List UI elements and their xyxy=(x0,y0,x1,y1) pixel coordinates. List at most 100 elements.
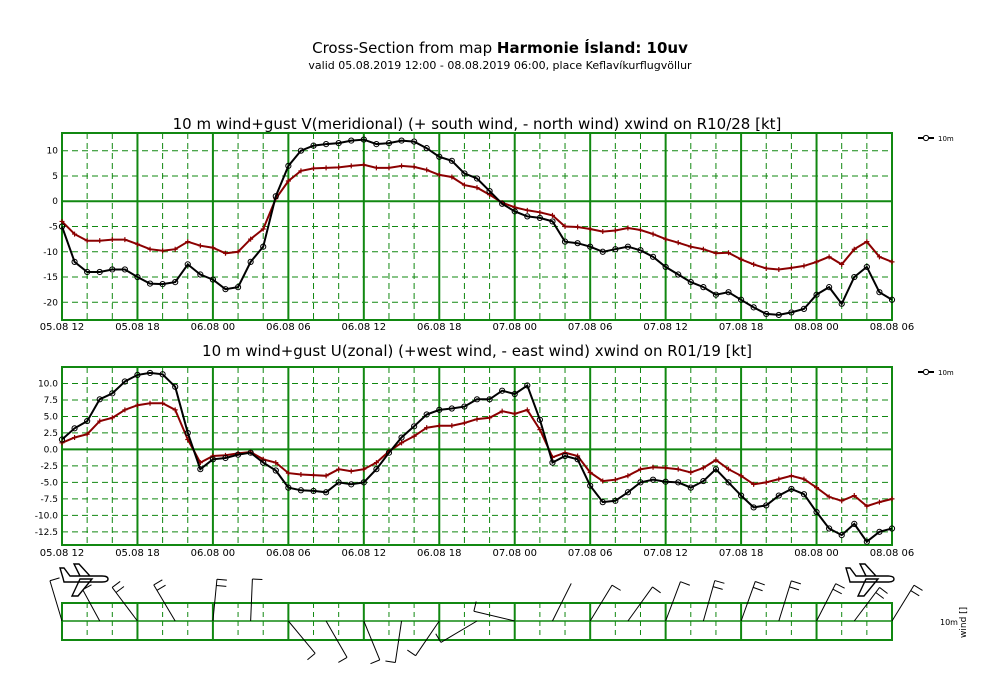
wind-point xyxy=(473,175,481,182)
gust-point xyxy=(587,469,593,475)
wind-point xyxy=(511,208,518,215)
wind-barb-feather xyxy=(879,587,888,594)
y-tick-label: 10.0 xyxy=(38,379,58,389)
wind-point xyxy=(121,378,128,385)
wind-barb-feather xyxy=(153,579,163,586)
gust-point xyxy=(814,259,820,265)
wind-barb-feather xyxy=(789,586,800,591)
wind-barb-feather xyxy=(115,586,125,593)
wind-point xyxy=(725,479,732,486)
wind-point xyxy=(700,477,707,485)
gust-point xyxy=(537,427,543,433)
gust-point xyxy=(311,165,317,171)
wind-point xyxy=(71,425,78,432)
wind-line xyxy=(61,371,893,544)
gust-point xyxy=(361,162,367,168)
wind-point xyxy=(436,153,443,160)
gust-point xyxy=(474,185,480,191)
wind-point xyxy=(159,281,166,288)
wind-point xyxy=(197,271,204,278)
gust-point xyxy=(726,466,732,472)
wind-point xyxy=(222,286,229,293)
gust-point xyxy=(650,464,656,470)
wind-barb-staff xyxy=(250,579,253,622)
x-tick-label: 06.08 18 xyxy=(417,322,462,333)
wind-point xyxy=(134,273,141,281)
wind-point xyxy=(234,284,242,291)
gust-point xyxy=(97,238,103,244)
wind-point xyxy=(888,525,896,532)
wind-point xyxy=(109,390,116,397)
gust-point xyxy=(487,192,493,198)
gust-point xyxy=(864,503,870,509)
y-tick-label: -5 xyxy=(49,223,58,233)
wind-point xyxy=(473,396,481,403)
zonal-chart: 10 m wind+gust U(zonal) (+west wind, - e… xyxy=(35,342,954,559)
wind-point xyxy=(788,309,795,316)
gust-point xyxy=(663,465,669,471)
gust-point xyxy=(373,460,379,466)
gust-point xyxy=(889,259,895,265)
gust-point xyxy=(612,228,618,234)
wind-point xyxy=(461,403,468,410)
gust-point xyxy=(537,209,543,215)
gust-point xyxy=(210,245,216,251)
wind-point xyxy=(587,243,594,250)
gust-point xyxy=(889,496,895,502)
x-tick-label: 07.08 12 xyxy=(643,548,688,559)
y-tick-label: 10 xyxy=(47,147,59,157)
gust-point xyxy=(323,473,329,479)
wind-point xyxy=(423,145,430,152)
gust-point xyxy=(311,472,317,478)
wind-barb-staff xyxy=(440,620,478,643)
gust-point xyxy=(449,174,455,180)
wind-point xyxy=(121,266,128,273)
wind-point xyxy=(524,382,531,389)
gust-point xyxy=(851,246,857,252)
wind-point xyxy=(536,214,543,222)
legend-marker xyxy=(922,368,930,376)
meridional-chart: 10 m wind+gust V(meridional) (+ south wi… xyxy=(40,115,954,333)
wind-point xyxy=(763,502,770,509)
gust-point xyxy=(336,466,342,472)
wind-point xyxy=(800,491,808,498)
wind-point xyxy=(310,142,317,149)
wind-point xyxy=(649,253,657,260)
wind-point xyxy=(813,508,820,516)
wind-point xyxy=(335,479,342,486)
gust-point xyxy=(763,265,769,271)
wind-point xyxy=(159,371,166,378)
x-tick-label: 05.08 18 xyxy=(115,322,160,333)
wind-barb-feather xyxy=(680,581,690,586)
wind-barb-feather xyxy=(714,580,725,584)
gust-point xyxy=(72,231,78,237)
gust-point xyxy=(273,460,279,466)
x-tick-label: 08.08 00 xyxy=(794,548,839,559)
wind-point xyxy=(184,429,191,437)
wind-point xyxy=(574,240,581,247)
wind-point xyxy=(838,532,845,539)
gust-point xyxy=(562,450,568,456)
wind-point xyxy=(851,520,858,528)
wind-point xyxy=(499,387,506,394)
wind-point xyxy=(385,449,393,456)
wind-point xyxy=(599,248,606,255)
wind-barb-feather xyxy=(755,580,765,586)
wind-barb-feather xyxy=(307,652,316,661)
x-tick-label: 06.08 12 xyxy=(342,322,387,333)
gust-point xyxy=(839,498,845,504)
wind-point xyxy=(486,396,493,403)
wind-point xyxy=(549,459,556,466)
wind-point xyxy=(863,538,870,545)
gust-point xyxy=(625,473,631,479)
wind-point xyxy=(109,266,116,273)
y-tick-label: -15 xyxy=(43,273,58,283)
airplane-icon xyxy=(845,563,895,597)
wind-barb-staff xyxy=(212,579,218,622)
gust-point xyxy=(738,256,744,262)
plot-frame xyxy=(61,366,893,546)
x-tick-label: 07.08 00 xyxy=(492,548,537,559)
airplane-icon xyxy=(59,563,109,597)
gust-point xyxy=(713,250,719,256)
wind-barb-staff xyxy=(473,610,515,622)
